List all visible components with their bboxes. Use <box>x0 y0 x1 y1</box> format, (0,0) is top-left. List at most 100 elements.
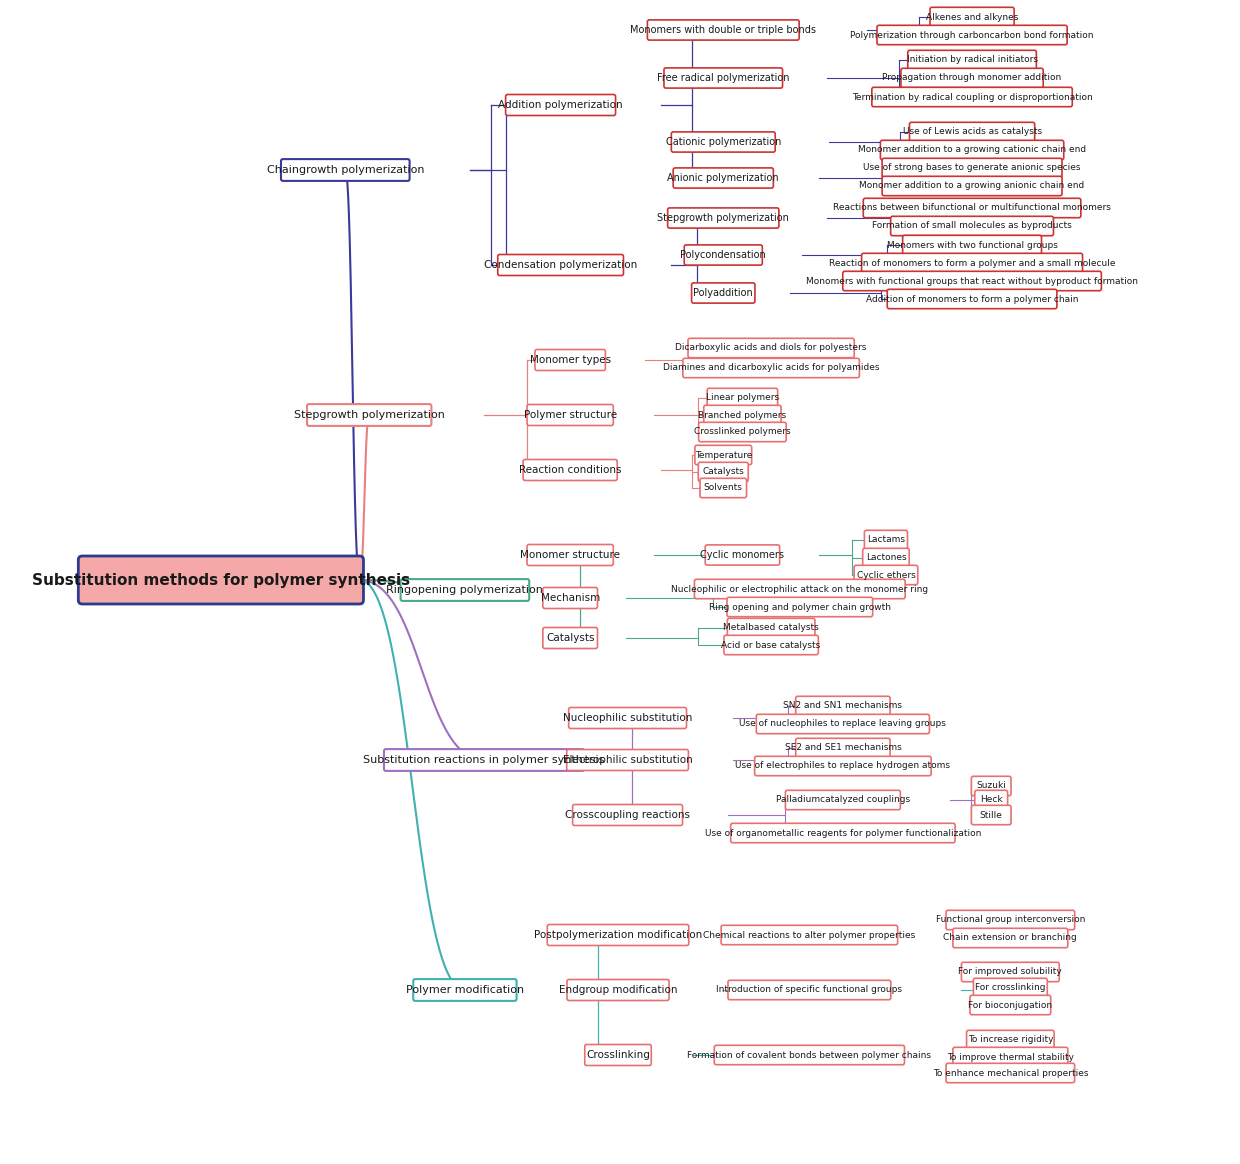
Text: Palladiumcatalyzed couplings: Palladiumcatalyzed couplings <box>776 795 910 804</box>
FancyBboxPatch shape <box>728 980 890 1000</box>
Text: Reaction conditions: Reaction conditions <box>518 464 621 475</box>
FancyBboxPatch shape <box>671 132 775 152</box>
FancyBboxPatch shape <box>755 757 931 775</box>
FancyBboxPatch shape <box>952 1048 1068 1066</box>
Text: Introduction of specific functional groups: Introduction of specific functional grou… <box>717 986 903 994</box>
FancyBboxPatch shape <box>966 1030 1054 1050</box>
FancyBboxPatch shape <box>527 545 614 566</box>
FancyBboxPatch shape <box>796 696 890 716</box>
Text: Catalysts: Catalysts <box>702 468 744 476</box>
Text: Electrophilic substitution: Electrophilic substitution <box>563 755 692 765</box>
FancyBboxPatch shape <box>527 405 614 426</box>
FancyBboxPatch shape <box>573 804 682 825</box>
FancyBboxPatch shape <box>281 159 409 180</box>
FancyBboxPatch shape <box>714 1045 904 1065</box>
FancyBboxPatch shape <box>946 1063 1075 1083</box>
FancyBboxPatch shape <box>901 69 1043 87</box>
FancyBboxPatch shape <box>673 168 774 189</box>
FancyBboxPatch shape <box>863 198 1081 218</box>
Text: Nucleophilic or electrophilic attack on the monomer ring: Nucleophilic or electrophilic attack on … <box>671 584 929 594</box>
Text: Linear polymers: Linear polymers <box>706 393 779 403</box>
Text: Polycondensation: Polycondensation <box>681 250 766 260</box>
FancyBboxPatch shape <box>543 588 598 609</box>
FancyBboxPatch shape <box>970 995 1050 1015</box>
Text: Polyaddition: Polyaddition <box>693 288 753 298</box>
FancyBboxPatch shape <box>730 823 955 843</box>
FancyBboxPatch shape <box>728 618 815 638</box>
FancyBboxPatch shape <box>569 708 687 729</box>
Text: Polymerization through carboncarbon bond formation: Polymerization through carboncarbon bond… <box>851 30 1094 40</box>
Text: Monomers with two functional groups: Monomers with two functional groups <box>887 241 1058 249</box>
FancyBboxPatch shape <box>872 87 1073 107</box>
Text: Functional group interconversion: Functional group interconversion <box>936 916 1085 924</box>
FancyBboxPatch shape <box>567 750 688 771</box>
Text: Chemical reactions to alter polymer properties: Chemical reactions to alter polymer prop… <box>703 930 915 939</box>
Text: Mechanism: Mechanism <box>541 592 600 603</box>
FancyBboxPatch shape <box>973 978 1048 998</box>
FancyBboxPatch shape <box>724 636 818 654</box>
Text: Substitution reactions in polymer synthesis: Substitution reactions in polymer synthe… <box>363 755 605 765</box>
FancyBboxPatch shape <box>971 776 1011 796</box>
Text: Monomer types: Monomer types <box>529 355 611 365</box>
Text: Lactams: Lactams <box>867 535 905 545</box>
FancyBboxPatch shape <box>694 580 905 598</box>
Text: Addition of monomers to form a polymer chain: Addition of monomers to form a polymer c… <box>866 294 1079 304</box>
FancyBboxPatch shape <box>683 359 859 377</box>
FancyBboxPatch shape <box>547 924 688 945</box>
FancyBboxPatch shape <box>534 349 605 370</box>
Text: Monomer structure: Monomer structure <box>520 551 620 560</box>
Text: Formation of small molecules as byproducts: Formation of small molecules as byproduc… <box>872 221 1071 230</box>
Text: Use of Lewis acids as catalysts: Use of Lewis acids as catalysts <box>903 128 1042 136</box>
Text: Branched polymers: Branched polymers <box>698 411 786 419</box>
FancyBboxPatch shape <box>706 545 780 565</box>
FancyBboxPatch shape <box>864 531 908 549</box>
FancyBboxPatch shape <box>877 26 1068 44</box>
Text: Stepgrowth polymerization: Stepgrowth polymerization <box>294 410 445 420</box>
Text: Crosslinking: Crosslinking <box>587 1050 650 1060</box>
Text: Polymer modification: Polymer modification <box>405 985 525 995</box>
FancyBboxPatch shape <box>497 255 624 276</box>
Text: Termination by radical coupling or disproportionation: Termination by radical coupling or dispr… <box>852 92 1092 101</box>
FancyBboxPatch shape <box>704 405 781 425</box>
Text: Suzuki: Suzuki <box>976 781 1006 790</box>
FancyBboxPatch shape <box>585 1044 651 1065</box>
FancyBboxPatch shape <box>701 478 746 498</box>
Text: Diamines and dicarboxylic acids for polyamides: Diamines and dicarboxylic acids for poly… <box>663 363 879 372</box>
Text: Substitution methods for polymer synthesis: Substitution methods for polymer synthes… <box>32 573 410 588</box>
Text: Postpolymerization modification: Postpolymerization modification <box>534 930 702 941</box>
Text: SN2 and SN1 mechanisms: SN2 and SN1 mechanisms <box>784 702 903 710</box>
FancyBboxPatch shape <box>667 208 779 228</box>
FancyBboxPatch shape <box>707 389 777 407</box>
Text: Metalbased catalysts: Metalbased catalysts <box>723 624 818 632</box>
FancyBboxPatch shape <box>909 122 1034 142</box>
FancyBboxPatch shape <box>796 738 890 758</box>
FancyBboxPatch shape <box>308 404 432 426</box>
FancyBboxPatch shape <box>975 790 1008 810</box>
FancyBboxPatch shape <box>854 566 918 584</box>
Text: Anionic polymerization: Anionic polymerization <box>667 173 779 183</box>
Text: Monomers with functional groups that react without byproduct formation: Monomers with functional groups that rea… <box>806 277 1138 285</box>
Text: For crosslinking: For crosslinking <box>975 984 1045 993</box>
FancyBboxPatch shape <box>413 979 517 1001</box>
Text: Dicarboxylic acids and diols for polyesters: Dicarboxylic acids and diols for polyest… <box>676 343 867 353</box>
FancyBboxPatch shape <box>567 979 670 1001</box>
FancyBboxPatch shape <box>862 254 1083 272</box>
FancyBboxPatch shape <box>890 217 1054 235</box>
Text: Condensation polymerization: Condensation polymerization <box>484 260 637 270</box>
Text: Use of organometallic reagents for polymer functionalization: Use of organometallic reagents for polym… <box>704 829 981 838</box>
Text: Stille: Stille <box>980 810 1003 819</box>
FancyBboxPatch shape <box>543 627 598 648</box>
FancyBboxPatch shape <box>946 910 1075 930</box>
Text: Polymer structure: Polymer structure <box>523 410 616 420</box>
Text: Free radical polymerization: Free radical polymerization <box>657 73 790 83</box>
FancyBboxPatch shape <box>401 580 529 601</box>
FancyBboxPatch shape <box>698 462 748 482</box>
Text: Use of strong bases to generate anionic species: Use of strong bases to generate anionic … <box>863 163 1081 172</box>
FancyBboxPatch shape <box>908 50 1037 70</box>
Text: Catalysts: Catalysts <box>546 633 594 643</box>
Text: Formation of covalent bonds between polymer chains: Formation of covalent bonds between poly… <box>687 1050 931 1059</box>
Text: For improved solubility: For improved solubility <box>959 967 1063 977</box>
FancyBboxPatch shape <box>698 423 786 441</box>
FancyBboxPatch shape <box>930 7 1014 27</box>
Text: Alkenes and alkynes: Alkenes and alkynes <box>926 13 1018 21</box>
